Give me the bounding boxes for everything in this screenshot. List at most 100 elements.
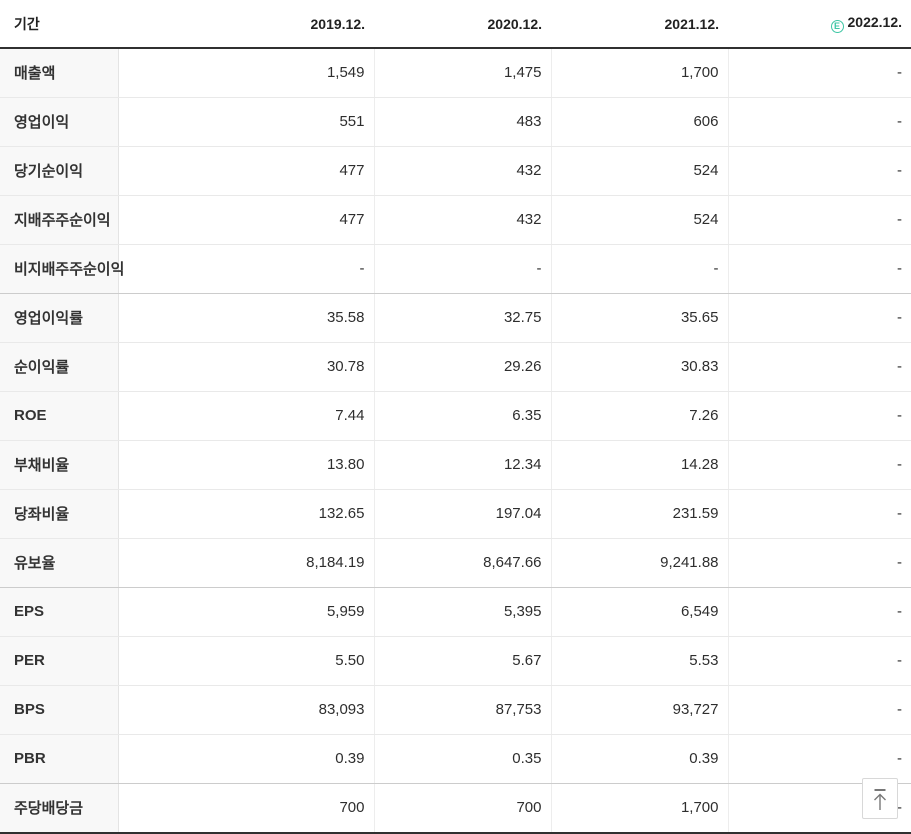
row-label: PBR (0, 734, 119, 784)
table-row: EPS 5,959 5,395 6,549- (0, 587, 911, 637)
row-label: EPS (0, 587, 119, 637)
date-column-header: E 2022.12. (728, 0, 911, 49)
row-label: 매출액 (0, 48, 119, 98)
table-row: 매출액 1,549 1,475 1,700- (0, 48, 911, 98)
cell-value: 477 (118, 146, 374, 196)
row-label: 지배주주순이익 (0, 195, 119, 245)
cell-value: 7.26 (550, 391, 728, 441)
cell-value: 87,753 (373, 685, 551, 735)
cell-value: 5,395 (373, 587, 551, 637)
cell-value: 551 (118, 97, 374, 147)
table-row: BPS 83,093 87,753 93,727- (0, 685, 911, 735)
cell-value: 231.59 (550, 489, 728, 539)
row-label: 영업이익 (0, 97, 119, 147)
row-label: 영업이익률 (0, 293, 119, 343)
cell-value: 524 (550, 195, 728, 245)
table-bottom-border (0, 832, 911, 834)
table-row: 영업이익 551 483 606- (0, 97, 911, 147)
table-row: 당좌비율 132.65 197.04 231.59- (0, 489, 911, 539)
row-label: BPS (0, 685, 119, 735)
cell-value: 5,959 (118, 587, 374, 637)
cell-value: - (550, 244, 728, 294)
cell-value: 197.04 (373, 489, 551, 539)
cell-value: 432 (373, 146, 551, 196)
date-column-header: 2019.12. (118, 0, 374, 49)
row-label: 당좌비율 (0, 489, 119, 539)
cell-value: - (727, 48, 911, 98)
cell-value: - (373, 244, 551, 294)
row-label: ROE (0, 391, 119, 441)
cell-value: 30.78 (118, 342, 374, 392)
cell-value: - (727, 293, 911, 343)
table-row: PER 5.50 5.67 5.53- (0, 636, 911, 686)
row-label: PER (0, 636, 119, 686)
cell-value: - (727, 391, 911, 441)
cell-value: 83,093 (118, 685, 374, 735)
cell-value: - (727, 195, 911, 245)
cell-value: 14.28 (550, 440, 728, 490)
cell-value: 8,184.19 (118, 538, 374, 588)
table-row: 순이익률 30.78 29.26 30.83- (0, 342, 911, 392)
cell-value: 35.65 (550, 293, 728, 343)
cell-value: 606 (550, 97, 728, 147)
table-row: 주당배당금 700 700 1,700- (0, 783, 911, 833)
row-label: 비지배주주순이익 (0, 244, 124, 294)
cell-value: 1,700 (550, 783, 728, 833)
table-row: 당기순이익 477 432 524- (0, 146, 911, 196)
row-label: 유보율 (0, 538, 119, 588)
table-row: 영업이익률 35.58 32.75 35.65- (0, 293, 911, 343)
table-row: 부채비율 13.80 12.34 14.28- (0, 440, 911, 490)
cell-value: 6.35 (373, 391, 551, 441)
cell-value: 35.58 (118, 293, 374, 343)
cell-value: 5.50 (118, 636, 374, 686)
cell-value: - (727, 587, 911, 637)
cell-value: 7.44 (118, 391, 374, 441)
table-row: ROE 7.44 6.35 7.26- (0, 391, 911, 441)
cell-value: 30.83 (550, 342, 728, 392)
row-label: 순이익률 (0, 342, 119, 392)
cell-value: - (727, 146, 911, 196)
table-header-row: 기간 2019.12. 2020.12. 2021.12. E 2022.12. (0, 0, 911, 49)
cell-value: - (727, 97, 911, 147)
cell-value: - (727, 489, 911, 539)
cell-value: 477 (118, 195, 374, 245)
cell-value: 5.67 (373, 636, 551, 686)
table-row: 지배주주순이익 477 432 524- (0, 195, 911, 245)
table-row: 비지배주주순이익 - - - - (0, 244, 911, 294)
cell-value: - (727, 685, 911, 735)
row-label: 주당배당금 (0, 783, 119, 833)
cell-value: 1,549 (118, 48, 374, 98)
cell-value: 432 (373, 195, 551, 245)
cell-value: 5.53 (550, 636, 728, 686)
cell-value: 483 (373, 97, 551, 147)
period-column-header: 기간 (0, 0, 118, 49)
cell-value: - (727, 440, 911, 490)
cell-value: - (727, 538, 911, 588)
cell-value: 29.26 (373, 342, 551, 392)
cell-value: 524 (550, 146, 728, 196)
cell-value: 1,700 (550, 48, 728, 98)
cell-value: - (727, 244, 911, 294)
estimate-badge-icon: E (830, 20, 844, 33)
cell-value: 1,475 (373, 48, 551, 98)
cell-value: - (727, 342, 911, 392)
cell-value: 0.39 (118, 734, 374, 784)
table-body: 매출액 1,549 1,475 1,700- 영업이익 551 483 606- 당기순이익 47… (0, 48, 911, 833)
cell-value: 32.75 (373, 293, 551, 343)
row-label: 부채비율 (0, 440, 119, 490)
date-column-header: 2020.12. (374, 0, 551, 49)
row-label: 당기순이익 (0, 146, 119, 196)
cell-value: 13.80 (118, 440, 374, 490)
cell-value: - (727, 636, 911, 686)
cell-value: 8,647.66 (373, 538, 551, 588)
cell-value: 9,241.88 (550, 538, 728, 588)
scroll-to-top-button[interactable] (862, 778, 898, 819)
cell-value: 132.65 (118, 489, 374, 539)
cell-value: 700 (373, 783, 551, 833)
cell-value: 700 (118, 783, 374, 833)
cell-value: 93,727 (550, 685, 728, 735)
cell-value: - (118, 244, 374, 294)
cell-value: 6,549 (550, 587, 728, 637)
